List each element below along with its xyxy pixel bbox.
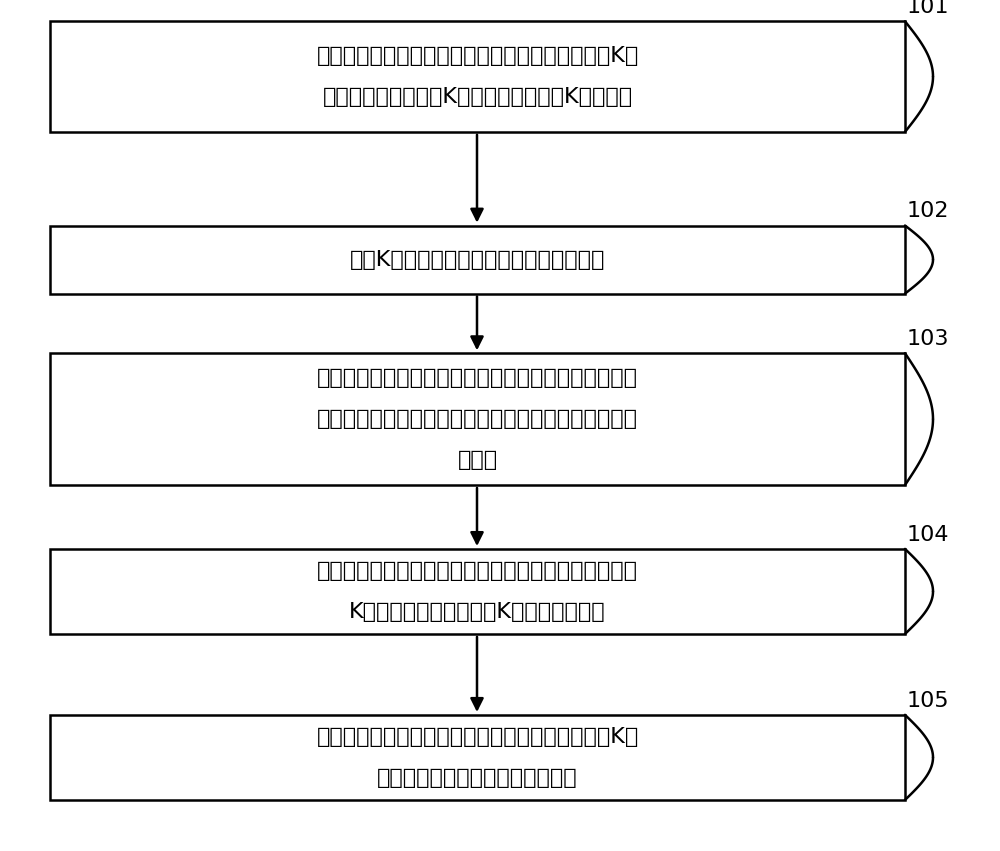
Text: 105: 105	[906, 690, 949, 711]
Text: 103: 103	[906, 328, 949, 349]
FancyBboxPatch shape	[50, 21, 905, 132]
Text: 在满足循环中止条件的情况下，从最后一次生成的K个: 在满足循环中止条件的情况下，从最后一次生成的K个	[316, 727, 639, 747]
Text: 按照初始的取样方式，从初始的线路单元池中取样K组: 按照初始的取样方式，从初始的线路单元池中取样K组	[316, 46, 639, 66]
Text: 线路单元，构造生成K个候选量子线路，K为正整数: 线路单元，构造生成K个候选量子线路，K为正整数	[322, 87, 633, 107]
Text: 确定K个候选量子线路对应的性能评价指标: 确定K个候选量子线路对应的性能评价指标	[350, 249, 605, 270]
FancyBboxPatch shape	[50, 549, 905, 634]
Text: 单元进行更新，得到更新后的取样方式和更新后的线路: 单元进行更新，得到更新后的取样方式和更新后的线路	[317, 409, 638, 429]
Text: 101: 101	[906, 0, 949, 17]
Text: 102: 102	[906, 201, 949, 221]
FancyBboxPatch shape	[50, 715, 905, 800]
Text: 单元池: 单元池	[457, 450, 498, 470]
Text: 候选量子线路中确定目标量子线路: 候选量子线路中确定目标量子线路	[377, 768, 578, 788]
FancyBboxPatch shape	[50, 226, 905, 294]
Text: 基于性能评价指标对取样方式以及线路单元池中的线路: 基于性能评价指标对取样方式以及线路单元池中的线路	[317, 368, 638, 388]
Text: K组线路单元，构造生成K个候选量子线路: K组线路单元，构造生成K个候选量子线路	[349, 602, 606, 622]
Text: 104: 104	[906, 524, 949, 545]
FancyBboxPatch shape	[50, 353, 905, 485]
Text: 按照更新后的取样方式，从更新后的线路单元池中取样: 按照更新后的取样方式，从更新后的线路单元池中取样	[317, 561, 638, 581]
